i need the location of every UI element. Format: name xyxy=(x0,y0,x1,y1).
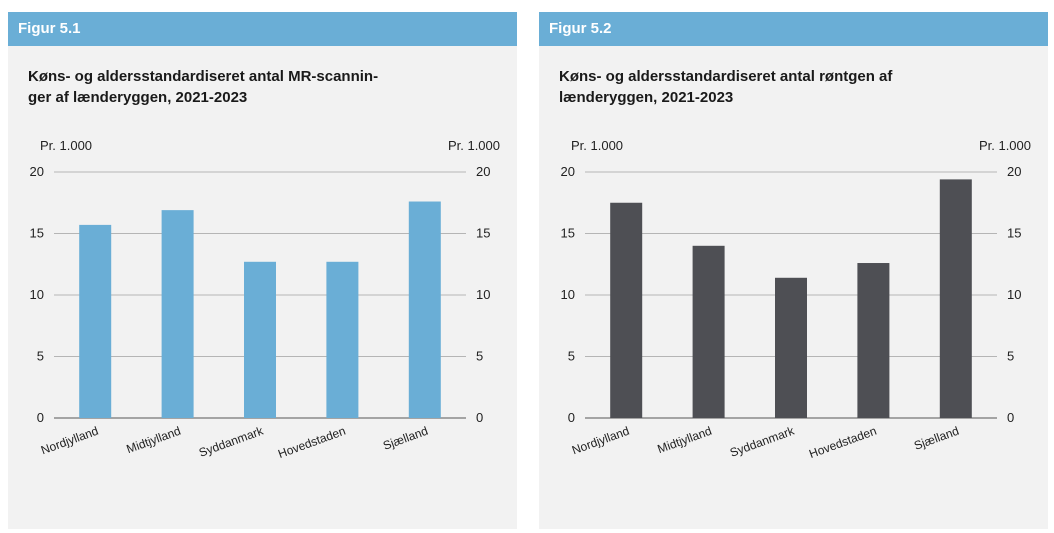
figure-label: Figur 5.2 xyxy=(539,12,1048,46)
chart-title-line: ger af lænderyggen, 2021-2023 xyxy=(28,89,248,106)
y-tick-label-right: 15 xyxy=(476,226,490,241)
bar xyxy=(161,210,194,418)
x-tick-label: Syddanmark xyxy=(197,423,266,460)
chart-title: Køns- og aldersstandardiseret antal rønt… xyxy=(559,66,1029,108)
y-tick-label-left: 15 xyxy=(561,226,575,241)
y-tick-label-right: 10 xyxy=(476,287,490,302)
bar xyxy=(244,261,276,418)
y-axis-unit-left: Pr. 1.000 xyxy=(571,138,623,153)
y-axis-unit-right: Pr. 1.000 xyxy=(979,138,1031,153)
chart-title-line: Køns- og aldersstandardiseret antal rønt… xyxy=(559,68,893,85)
x-tick-label: Sjælland xyxy=(912,424,961,453)
x-tick-label: Hovedstaden xyxy=(807,424,878,461)
y-tick-label-left: 0 xyxy=(568,410,575,425)
y-tick-label-right: 5 xyxy=(1007,349,1014,364)
y-tick-label-right: 10 xyxy=(1007,287,1021,302)
y-tick-label-right: 0 xyxy=(1007,410,1014,425)
y-tick-label-left: 0 xyxy=(37,410,44,425)
figure-panel: Figur 5.1 Køns- og aldersstandardiseret … xyxy=(8,12,517,529)
y-tick-label-right: 20 xyxy=(476,164,490,179)
y-tick-label-left: 15 xyxy=(30,226,44,241)
bar xyxy=(610,202,643,418)
bar xyxy=(408,201,441,418)
bar xyxy=(939,179,972,418)
y-tick-label-left: 5 xyxy=(568,349,575,364)
chart-title: Køns- og aldersstandardiseret antal MR-s… xyxy=(28,66,498,108)
x-tick-label: Sjælland xyxy=(381,424,430,453)
y-tick-label-right: 15 xyxy=(1007,226,1021,241)
bar xyxy=(326,261,359,418)
y-tick-label-right: 5 xyxy=(476,349,483,364)
bar xyxy=(857,263,890,418)
x-tick-label: Midtjylland xyxy=(656,424,714,457)
x-tick-label: Nordjylland xyxy=(39,424,100,458)
figure-panel: Figur 5.2 Køns- og aldersstandardiseret … xyxy=(539,12,1048,529)
y-tick-label-left: 20 xyxy=(30,164,44,179)
x-tick-label: Hovedstaden xyxy=(276,424,347,461)
y-tick-label-right: 0 xyxy=(476,410,483,425)
y-tick-label-left: 20 xyxy=(561,164,575,179)
bar-chart: Pr. 1.000 Pr. 1.000 0 0 5 5 10 10 15 15 20 20 Nordjy… xyxy=(30,138,500,461)
bar xyxy=(79,224,112,418)
y-tick-label-left: 5 xyxy=(37,349,44,364)
y-tick-label-left: 10 xyxy=(561,287,575,302)
y-tick-label-right: 20 xyxy=(1007,164,1021,179)
bar xyxy=(775,277,807,418)
y-tick-label-left: 10 xyxy=(30,287,44,302)
chart-title-line: lænderyggen, 2021-2023 xyxy=(559,89,734,106)
x-tick-label: Syddanmark xyxy=(728,423,797,460)
figure-label: Figur 5.1 xyxy=(8,12,517,46)
y-axis-unit-left: Pr. 1.000 xyxy=(40,138,92,153)
x-tick-label: Nordjylland xyxy=(570,424,631,458)
chart-title-line: Køns- og aldersstandardiseret antal MR-s… xyxy=(28,68,379,85)
x-tick-label: Midtjylland xyxy=(125,424,183,457)
y-axis-unit-right: Pr. 1.000 xyxy=(448,138,500,153)
bar xyxy=(692,245,725,418)
bar-chart: Pr. 1.000 Pr. 1.000 0 0 5 5 10 10 15 15 20 20 Nordjy… xyxy=(561,138,1031,461)
